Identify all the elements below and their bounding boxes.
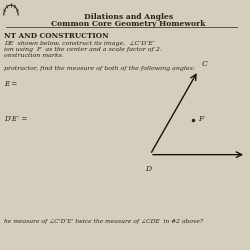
Text: D: D bbox=[145, 164, 151, 172]
Text: Common Core Geometry Homework: Common Core Geometry Homework bbox=[51, 20, 206, 28]
Text: F: F bbox=[198, 115, 203, 123]
Text: onstruction marks.: onstruction marks. bbox=[4, 53, 64, 58]
Text: C: C bbox=[202, 60, 207, 68]
Text: DE  shown below, construct its image,  ∠C’D’E’: DE shown below, construct its image, ∠C’… bbox=[4, 41, 155, 46]
Text: protractor, find the measure of both of the following angles:: protractor, find the measure of both of … bbox=[4, 66, 195, 71]
Text: D’E’ =: D’E’ = bbox=[4, 115, 27, 123]
Text: NT AND CONSTRUCTION: NT AND CONSTRUCTION bbox=[4, 32, 108, 40]
Text: he measure of ∠C’D’E’ twice the measure of ∠CDE  in #2 above?: he measure of ∠C’D’E’ twice the measure … bbox=[4, 219, 203, 224]
Text: ion using  F  as the center and a scale factor of 2.: ion using F as the center and a scale fa… bbox=[4, 47, 162, 52]
Text: Dilations and Angles: Dilations and Angles bbox=[84, 12, 173, 20]
Text: E =: E = bbox=[4, 80, 17, 88]
